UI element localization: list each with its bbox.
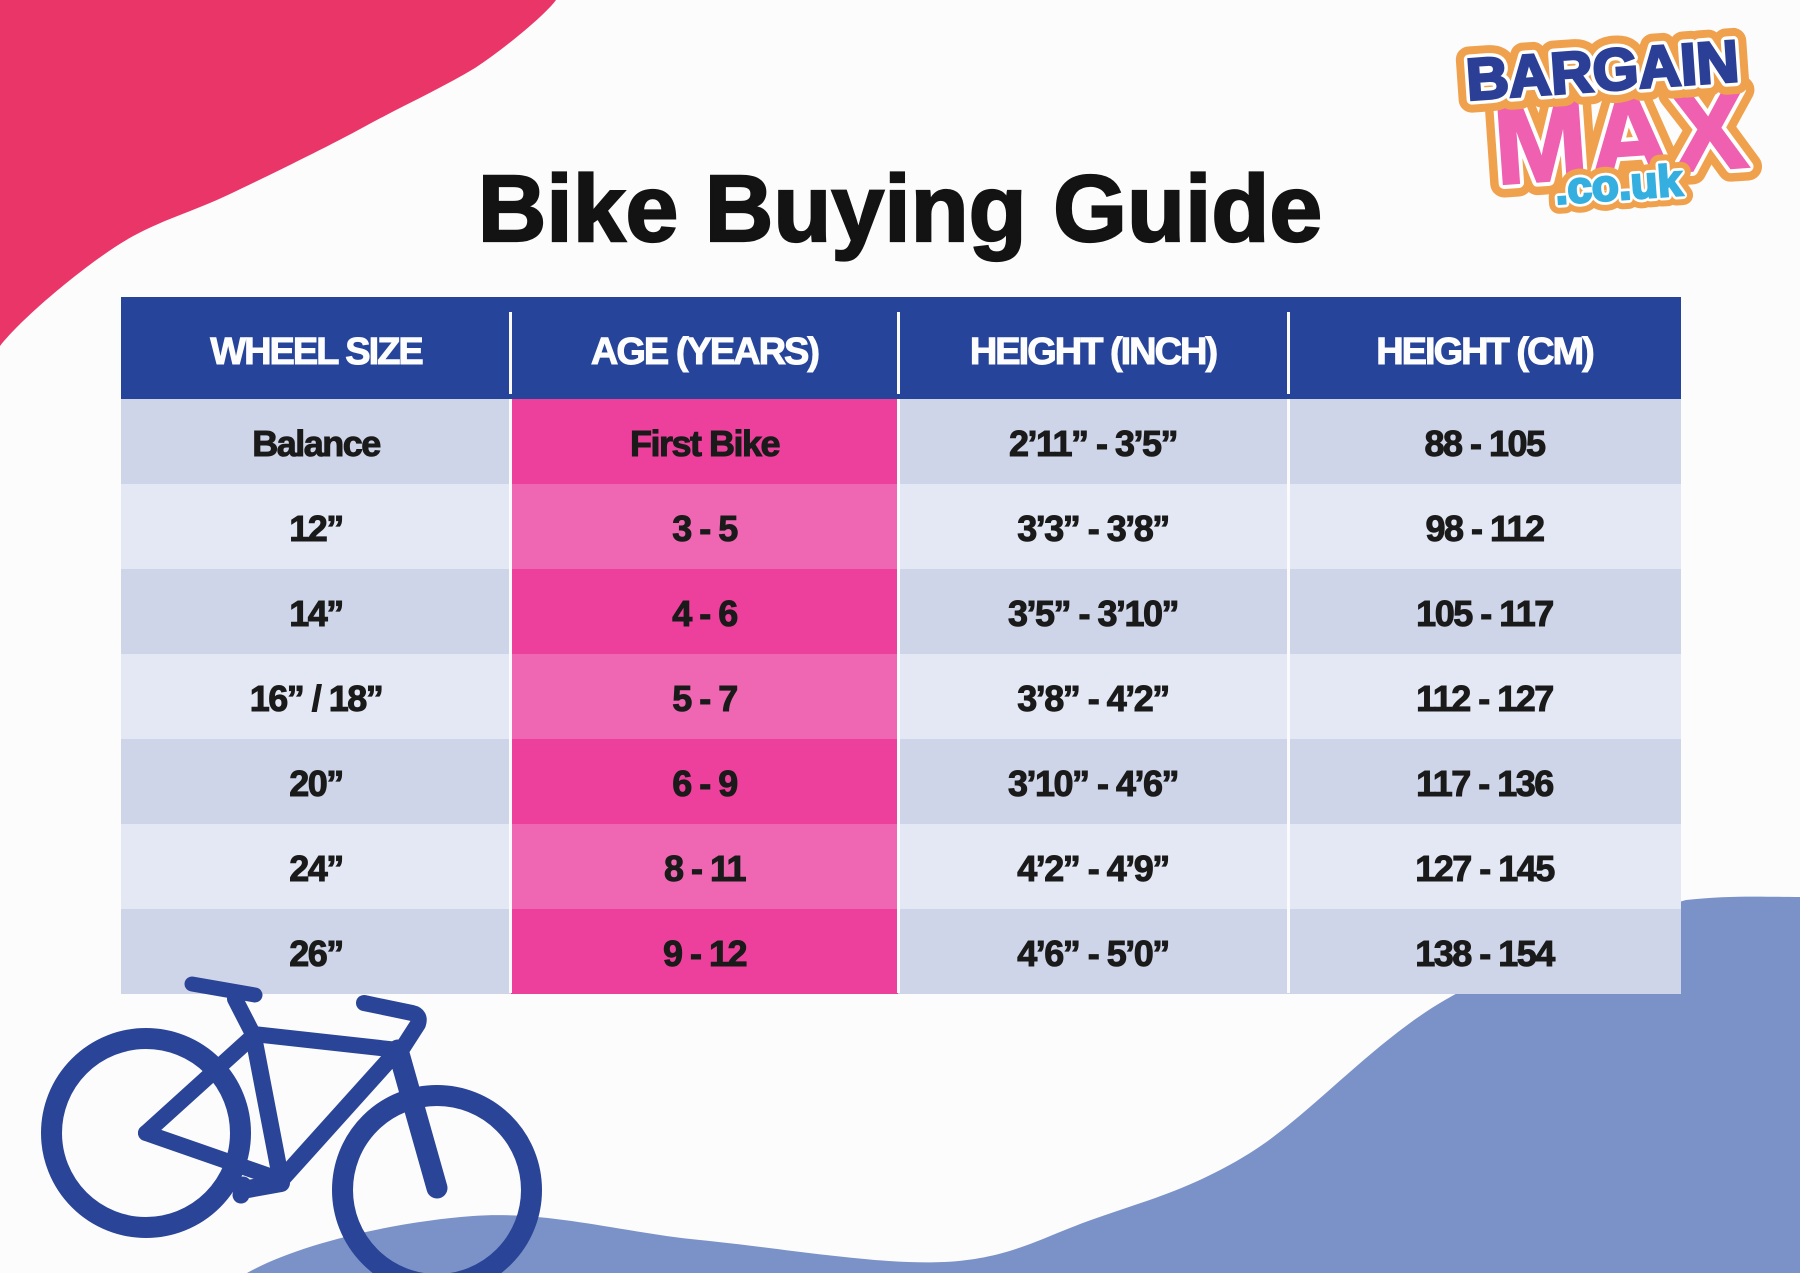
svg-text:MAX: MAX: [1490, 66, 1753, 208]
svg-text:MAX: MAX: [1490, 66, 1753, 208]
svg-text:.co.uk: .co.uk: [1553, 156, 1684, 214]
